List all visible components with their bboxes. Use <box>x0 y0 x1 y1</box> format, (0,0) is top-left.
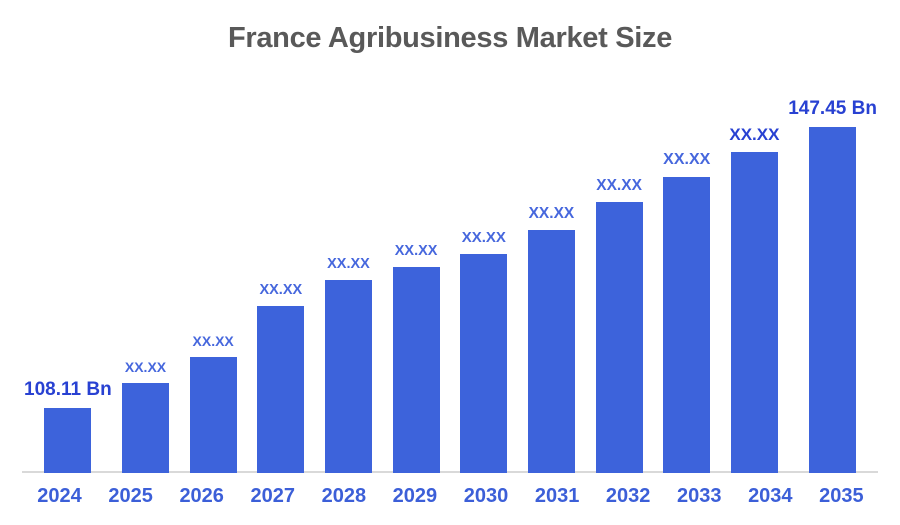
bar <box>122 383 169 473</box>
bar <box>392 267 440 473</box>
plot-area: 108.11 Bn XX.XX XX.XX XX.XX XX.XX XX.XX … <box>22 0 878 473</box>
bar-value-label: XX.XX <box>663 151 711 168</box>
bar-column: XX.XX <box>721 0 789 473</box>
bar-column: 108.11 Bn <box>24 0 112 473</box>
bar-value-label: XX.XX <box>461 229 506 246</box>
x-tick-label: 2028 <box>321 485 367 507</box>
x-tick-label: 2034 <box>748 485 793 507</box>
bar-value-label: XX.XX <box>729 125 780 144</box>
bar-column: XX.XX <box>247 0 315 473</box>
x-tick-label: 2024 <box>37 485 82 507</box>
bar <box>44 408 92 473</box>
bar-value-label: XX.XX <box>394 242 438 259</box>
x-tick-label: 2025 <box>108 485 153 507</box>
bar <box>595 202 643 473</box>
x-tick-label: 2029 <box>392 485 438 507</box>
bar <box>460 254 508 473</box>
bar-value-label: XX.XX <box>596 176 642 194</box>
x-tick-label: 2027 <box>250 485 296 507</box>
bar <box>189 357 237 473</box>
bar <box>809 127 857 473</box>
bar <box>257 306 305 473</box>
bar-value-label: 147.45 Bn <box>788 98 877 119</box>
bar-column: XX.XX <box>450 0 518 473</box>
bar-column: XX.XX <box>653 0 721 473</box>
bar <box>324 280 372 473</box>
bar-column: XX.XX <box>585 0 653 473</box>
x-tick-label: 2026 <box>179 485 224 507</box>
x-tick-label: 2035 <box>819 485 864 507</box>
bar-value-label: XX.XX <box>327 255 370 272</box>
x-axis-line <box>22 471 878 473</box>
bar-column: XX.XX <box>179 0 247 473</box>
bar-column: 147.45 Bn <box>788 0 877 473</box>
bar-value-label: XX.XX <box>528 204 575 222</box>
bar <box>663 177 711 473</box>
chart-title: France Agribusiness Market Size <box>227 22 673 54</box>
x-axis-tick-labels: 2024 2025 2026 2027 2028 2029 2030 2031 … <box>24 486 877 506</box>
bar-value-label: XX.XX <box>259 281 303 298</box>
bar <box>527 230 575 473</box>
x-tick-label: 2033 <box>676 485 722 507</box>
x-tick-label: 2031 <box>534 485 580 507</box>
x-tick-label: 2032 <box>605 485 651 507</box>
bars-group: 108.11 Bn XX.XX XX.XX XX.XX XX.XX XX.XX … <box>24 0 877 473</box>
bar-value-label: XX.XX <box>192 333 234 349</box>
bar-column: XX.XX <box>518 0 586 473</box>
bar-value-label: XX.XX <box>124 359 167 375</box>
bar-column: XX.XX <box>315 0 383 473</box>
bar-value-label: 108.11 Bn <box>24 379 112 400</box>
x-tick-label: 2030 <box>463 485 509 507</box>
bar-column: XX.XX <box>382 0 450 473</box>
bar <box>730 152 778 473</box>
bar-column: XX.XX <box>112 0 180 473</box>
